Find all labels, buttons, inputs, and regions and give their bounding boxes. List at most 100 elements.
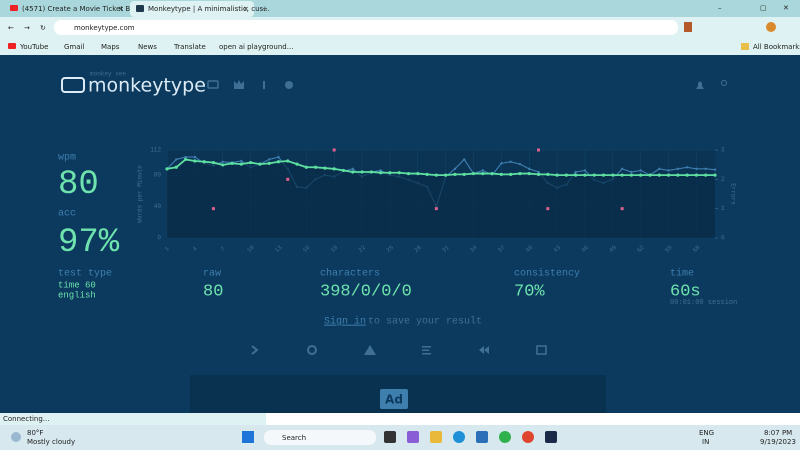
bookmark[interactable]: All Bookmarks: [753, 43, 800, 51]
bookmark[interactable]: Gmail: [64, 43, 84, 51]
tab-close[interactable]: ×: [243, 5, 249, 13]
profile-icon[interactable]: [766, 22, 776, 32]
new-tab[interactable]: +: [262, 5, 268, 13]
tab[interactable]: [2, 1, 128, 17]
start-button[interactable]: [242, 431, 254, 443]
leaderboard-icon[interactable]: [234, 80, 244, 89]
series-point: [490, 171, 494, 176]
tab-icon: [10, 5, 18, 11]
clock-time: 8:07 PM: [764, 429, 792, 437]
acc-label: acc: [58, 209, 76, 220]
series-point: [277, 155, 280, 159]
test-type: time 60: [58, 280, 96, 290]
words-history-button[interactable]: [422, 346, 431, 348]
series-point: [704, 167, 707, 171]
logo[interactable]: monkeytype: [88, 75, 206, 97]
time-label: time: [670, 268, 694, 280]
app-icon[interactable]: [407, 431, 419, 443]
back[interactable]: ←: [8, 24, 14, 32]
series-point: [193, 159, 197, 163]
series-point: [611, 173, 615, 177]
app-icon[interactable]: [384, 431, 396, 443]
window-min[interactable]: –: [718, 4, 722, 12]
tab-title[interactable]: (4571) Create a Movie Ticket Bo...: [22, 5, 141, 13]
bookmark[interactable]: YouTube: [19, 43, 48, 51]
series-point: [471, 171, 476, 176]
x-tick-label: 46: [580, 244, 590, 254]
x-tick-label: 31: [441, 244, 451, 254]
tab-close[interactable]: ×: [118, 5, 124, 13]
series-point: [574, 170, 577, 174]
bookmark[interactable]: Maps: [101, 43, 120, 51]
bookmark[interactable]: News: [138, 43, 157, 51]
y-tick-label: 112: [150, 147, 161, 154]
address-bar[interactable]: [54, 20, 678, 35]
screenshot-button[interactable]: [536, 345, 547, 355]
app-icon[interactable]: [430, 431, 442, 443]
notifications-icon[interactable]: [696, 81, 704, 90]
error-point: [434, 207, 438, 211]
test-type-label: test type: [58, 269, 112, 280]
y-tick-label: 0: [157, 235, 161, 242]
window-max[interactable]: ▢: [760, 4, 767, 12]
series-point: [258, 162, 262, 166]
x-tick-label: 10: [246, 244, 256, 254]
series-point: [360, 170, 364, 174]
series-point: [555, 173, 559, 177]
series-point: [174, 165, 178, 169]
series-point: [592, 173, 596, 177]
next-test-button[interactable]: [251, 345, 259, 355]
x-tick-label: 58: [691, 244, 701, 254]
y-axis-label: Words per Minute: [137, 165, 144, 223]
series-point: [248, 160, 253, 165]
series-point: [694, 173, 699, 177]
weather-icon: [11, 432, 21, 442]
logo-small: monkey see: [90, 71, 126, 78]
x-tick-label: 43: [552, 244, 562, 254]
series-point: [481, 169, 484, 172]
temperature: 80°F: [27, 429, 43, 437]
app-icon[interactable]: [453, 431, 465, 443]
series-point: [453, 172, 457, 176]
url[interactable]: monkeytype.com: [74, 24, 135, 32]
account-icon[interactable]: [721, 80, 727, 86]
series-point: [351, 170, 355, 174]
series-point: [620, 167, 624, 171]
series-point: [276, 160, 281, 164]
chrome-icon[interactable]: [522, 431, 534, 443]
tab-active[interactable]: [130, 1, 254, 17]
series-point: [388, 171, 392, 175]
keyboard-icon[interactable]: [207, 80, 219, 89]
restart-button[interactable]: [307, 345, 317, 355]
forward[interactable]: →: [24, 24, 30, 32]
search-label[interactable]: Search: [282, 434, 306, 442]
replay-button[interactable]: [479, 346, 489, 354]
series-point: [481, 171, 485, 176]
save-text: to save your result: [368, 316, 482, 328]
sign-in-link[interactable]: Sign in: [324, 316, 366, 328]
x-tick-label: 40: [524, 244, 534, 254]
settings-icon[interactable]: [285, 81, 293, 89]
report-button[interactable]: [364, 345, 376, 355]
series-point: [175, 158, 178, 161]
reload[interactable]: ↻: [40, 24, 46, 32]
app-icon[interactable]: [499, 431, 511, 443]
bookmark[interactable]: open ai playground...: [219, 43, 293, 51]
series-point: [695, 167, 698, 171]
bookmark[interactable]: Translate: [173, 43, 206, 51]
series-point: [657, 173, 661, 177]
tab-title[interactable]: Monkeytype | A minimalistic, cus...: [148, 5, 270, 13]
app-icon[interactable]: [476, 431, 488, 443]
series-point: [240, 159, 243, 163]
y-tick-label: 40: [154, 203, 162, 210]
x-tick-label: 1: [163, 245, 171, 253]
series-point: [658, 167, 661, 171]
search-box[interactable]: [264, 430, 376, 445]
logo-icon: [61, 77, 85, 93]
extension-icon[interactable]: [684, 22, 692, 32]
window-close[interactable]: ✕: [783, 4, 789, 12]
about-icon[interactable]: [263, 81, 265, 89]
app-icon[interactable]: [545, 431, 557, 443]
weather: Mostly cloudy: [27, 438, 75, 446]
series-point: [639, 173, 643, 177]
